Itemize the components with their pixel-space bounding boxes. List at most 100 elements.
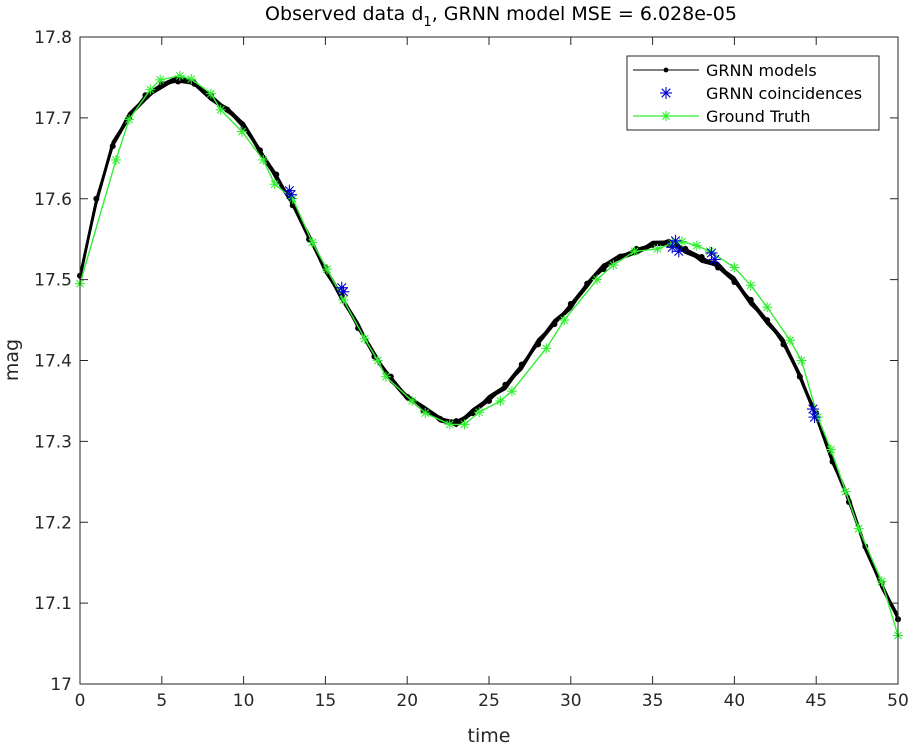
ground-truth-point xyxy=(729,262,740,273)
x-tick-label: 10 xyxy=(233,691,255,711)
coincidence-point xyxy=(669,234,682,247)
models-point xyxy=(109,143,116,150)
coincidence-point xyxy=(337,285,350,298)
legend-marker-models xyxy=(663,67,669,73)
models-point xyxy=(224,106,231,113)
models-point xyxy=(273,171,280,178)
coincidence-point xyxy=(806,403,819,416)
legend: GRNN models GRNN coincidences Ground Tru… xyxy=(626,55,880,131)
y-tick-label: 17 xyxy=(50,675,72,695)
models-point xyxy=(715,264,722,271)
models-point xyxy=(518,361,525,368)
models-point xyxy=(486,397,492,404)
ground-truth-point xyxy=(307,237,318,248)
y-tick-label: 17.7 xyxy=(34,109,72,129)
ground-truth-point xyxy=(785,335,796,346)
ground-truth-point xyxy=(608,260,619,271)
series-ground-truth xyxy=(75,70,903,641)
x-tick-label: 45 xyxy=(805,691,827,711)
models-point xyxy=(796,373,803,380)
ground-truth-point xyxy=(876,576,887,587)
ground-truth-point xyxy=(762,302,773,313)
models-point xyxy=(256,147,263,154)
ground-truth-point xyxy=(840,486,851,497)
coincidence-point xyxy=(705,246,718,259)
x-tick-label: 30 xyxy=(560,691,582,711)
coincidence-point xyxy=(666,241,679,254)
y-axis-label: mag xyxy=(1,339,23,381)
x-tick-label: 20 xyxy=(396,691,418,711)
y-tick-label: 17.3 xyxy=(34,432,72,452)
legend-star-ground-truth xyxy=(661,111,671,121)
ground-truth-point xyxy=(110,154,121,165)
ground-truth-point xyxy=(825,444,836,455)
ground-truth-point xyxy=(591,274,602,285)
ground-truth-point xyxy=(691,240,702,251)
x-tick-label: 15 xyxy=(315,691,337,711)
y-tick-label: 17.4 xyxy=(34,352,72,372)
ground-truth-point xyxy=(420,408,431,419)
y-tick-label: 17.1 xyxy=(34,594,72,614)
x-axis-label: time xyxy=(468,725,511,746)
ground-truth-point xyxy=(629,246,640,257)
ground-truth-point xyxy=(124,114,135,125)
ground-truth-point xyxy=(372,355,383,366)
plot-area xyxy=(80,37,898,684)
x-tick-label: 50 xyxy=(887,691,909,711)
models-point xyxy=(535,341,542,348)
models-point xyxy=(469,410,476,417)
models-point xyxy=(780,341,787,348)
coincidence-point xyxy=(808,411,821,424)
ground-truth-point xyxy=(258,154,269,165)
x-tick-label: 25 xyxy=(478,691,500,711)
ground-truth-point xyxy=(174,70,185,81)
legend-marker-ground-truth xyxy=(661,111,671,121)
legend-star-coincidences xyxy=(660,87,672,99)
ground-truth-point xyxy=(287,193,298,204)
models-point xyxy=(93,195,100,202)
legend-label-coincidences: GRNN coincidences xyxy=(706,84,862,103)
ground-truth-point xyxy=(495,395,506,406)
models-point xyxy=(649,241,656,248)
ground-truth-point xyxy=(444,419,455,430)
ground-truth-point xyxy=(459,419,470,430)
ground-truth-point xyxy=(559,315,570,326)
ground-truth-point xyxy=(155,74,166,85)
series-grnn-coincidences xyxy=(283,184,821,424)
coincidence-point xyxy=(672,245,685,258)
models-point xyxy=(682,245,689,252)
ground-truth-point xyxy=(269,179,280,190)
models-point xyxy=(764,317,771,324)
ground-truth-point xyxy=(236,126,247,137)
models-point xyxy=(551,321,558,328)
coincidence-point xyxy=(708,253,721,266)
ground-truth-point xyxy=(474,407,485,418)
models-point xyxy=(698,253,705,260)
ground-truth-point xyxy=(145,84,156,95)
ground-truth-point xyxy=(745,280,756,291)
ground-truth-point xyxy=(215,104,226,115)
y-tick-label: 17.5 xyxy=(34,271,72,291)
ground-truth-point xyxy=(541,343,552,354)
ground-truth-point xyxy=(407,395,418,406)
ground-truth-point xyxy=(205,88,216,99)
ground-truth-point xyxy=(677,236,688,247)
ground-truth-point xyxy=(652,243,663,254)
ground-truth-point xyxy=(853,523,864,534)
x-tick-label: 40 xyxy=(724,691,746,711)
y-tick-label: 17.2 xyxy=(34,513,72,533)
models-point xyxy=(453,418,460,425)
ground-truth-point xyxy=(359,333,370,344)
ground-truth-point xyxy=(380,371,391,382)
x-tick-label: 35 xyxy=(642,691,664,711)
ground-truth-point xyxy=(506,386,517,397)
models-point xyxy=(567,300,574,307)
models-point xyxy=(616,253,623,260)
ground-truth-point xyxy=(322,264,333,275)
models-point xyxy=(747,296,754,303)
legend-marker-coincidences xyxy=(660,87,672,99)
y-tick-label: 17.8 xyxy=(34,28,72,48)
models-point xyxy=(502,381,509,388)
legend-label-models: GRNN models xyxy=(706,61,817,80)
